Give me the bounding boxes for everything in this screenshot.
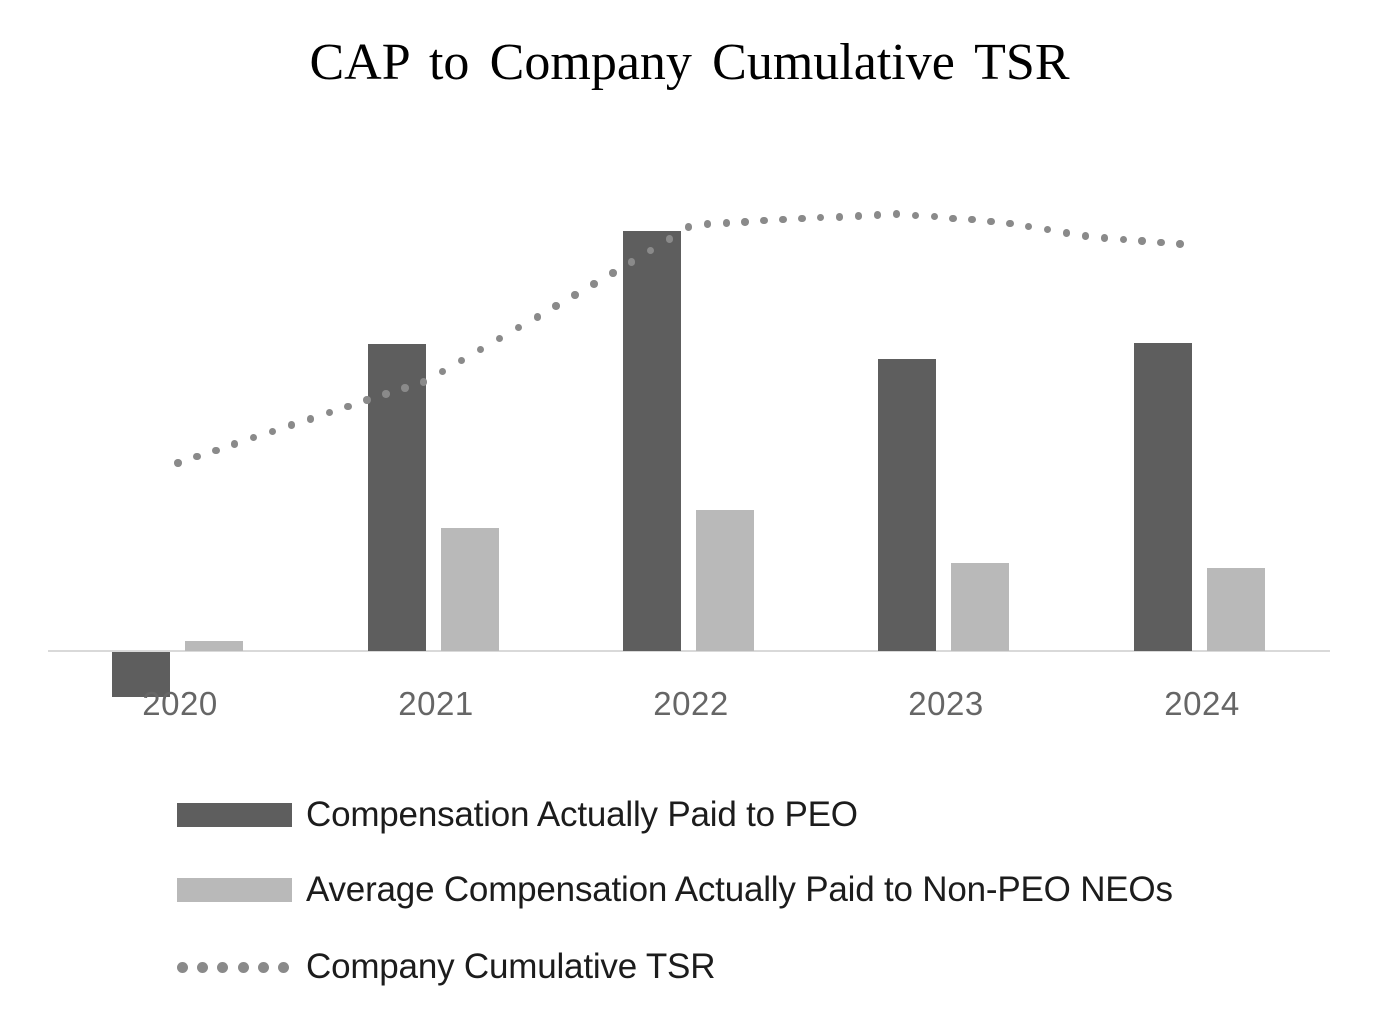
tsr-dot: [1119, 235, 1127, 244]
tsr-dot: [476, 345, 485, 354]
x-axis-label-2022: 2022: [653, 685, 729, 722]
bar-peo-2024: [1134, 343, 1192, 651]
legend-tsr-dot: [197, 961, 209, 973]
tsr-dot: [1006, 219, 1014, 228]
legend-label-neo: Average Compensation Actually Paid to No…: [306, 870, 1173, 909]
x-axis-label-2024: 2024: [1164, 685, 1240, 722]
legend-label-peo: Compensation Actually Paid to PEO: [306, 795, 858, 834]
tsr-dot: [287, 421, 296, 429]
tsr-dot: [873, 211, 882, 219]
tsr-dot: [835, 213, 844, 221]
legend-tsr-dot: [277, 961, 289, 973]
tsr-dot: [193, 452, 201, 461]
tsr-dot: [703, 220, 712, 228]
tsr-dot: [798, 214, 806, 223]
bar-neo-2022: [696, 510, 754, 651]
bar-peo-2020: [112, 652, 170, 697]
tsr-dot: [249, 434, 258, 442]
bar-neo-2024: [1207, 568, 1265, 651]
tsr-dot: [892, 210, 901, 218]
bar-peo-2023: [878, 359, 936, 651]
tsr-dot: [628, 258, 636, 266]
tsr-dot: [1081, 232, 1090, 240]
tsr-dot: [609, 269, 617, 277]
tsr-dot: [1062, 229, 1071, 237]
tsr-dot: [987, 217, 995, 225]
bar-neo-2023: [951, 563, 1009, 651]
tsr-dot: [514, 324, 522, 332]
tsr-dot: [1138, 237, 1146, 245]
tsr-dot: [363, 396, 371, 404]
legend-item-neo: Average Compensation Actually Paid to No…: [177, 868, 1173, 912]
tsr-dot: [684, 223, 693, 231]
tsr-dot: [1100, 234, 1109, 242]
x-axis-label-2020: 2020: [142, 685, 218, 722]
legend-swatch-peo-bar: [177, 803, 292, 827]
tsr-dot: [457, 356, 466, 365]
tsr-dot: [722, 219, 730, 227]
tsr-dot: [1025, 222, 1033, 231]
tsr-dot: [344, 402, 352, 410]
tsr-dot: [854, 212, 863, 220]
tsr-dot: [420, 378, 428, 386]
tsr-dot: [1043, 226, 1052, 234]
tsr-dot: [760, 217, 768, 225]
legend-tsr-dot: [257, 961, 269, 973]
tsr-dot: [438, 367, 447, 375]
bar-peo-2022: [623, 231, 681, 651]
legend-tsr-dot: [237, 961, 249, 973]
x-axis-line: [48, 650, 1330, 652]
legend-item-tsr: Company Cumulative TSR: [177, 945, 715, 989]
x-axis-label-2021: 2021: [398, 685, 474, 722]
x-axis-label-2023: 2023: [908, 685, 984, 722]
tsr-dot: [590, 280, 598, 288]
tsr-dot: [268, 427, 277, 436]
legend-swatch-neo-bar: [177, 878, 292, 902]
legend-tsr-dot: [177, 961, 188, 973]
tsr-dot: [968, 216, 976, 224]
tsr-dot: [306, 415, 315, 423]
tsr-dot: [949, 214, 957, 222]
legend-tsr-dot: [217, 961, 229, 973]
legend-label-tsr: Company Cumulative TSR: [306, 947, 716, 986]
tsr-dot: [552, 302, 560, 310]
bar-peo-2021: [368, 344, 426, 651]
tsr-dot: [495, 334, 504, 343]
tsr-dot: [665, 235, 674, 243]
legend-item-peo: Compensation Actually Paid to PEO: [177, 793, 858, 837]
tsr-dot: [1157, 238, 1165, 247]
tsr-dot: [325, 408, 333, 417]
tsr-dot: [401, 384, 409, 392]
tsr-dot: [779, 216, 787, 224]
tsr-dot: [533, 313, 541, 321]
bar-neo-2020: [185, 641, 243, 651]
tsr-dot: [231, 440, 239, 448]
tsr-dot: [646, 246, 655, 255]
tsr-dot: [930, 213, 938, 221]
legend-swatch-tsr-dots: [177, 955, 289, 979]
bar-neo-2021: [441, 528, 499, 651]
tsr-dot: [571, 291, 579, 299]
chart-title: CAP to Company Cumulative TSR: [309, 34, 1070, 91]
tsr-dot: [212, 446, 220, 455]
tsr-dot: [817, 214, 825, 222]
tsr-dot: [1176, 240, 1184, 248]
tsr-dot: [174, 459, 182, 467]
tsr-dot: [382, 390, 390, 398]
tsr-dot: [741, 218, 749, 226]
tsr-dot: [911, 211, 919, 219]
